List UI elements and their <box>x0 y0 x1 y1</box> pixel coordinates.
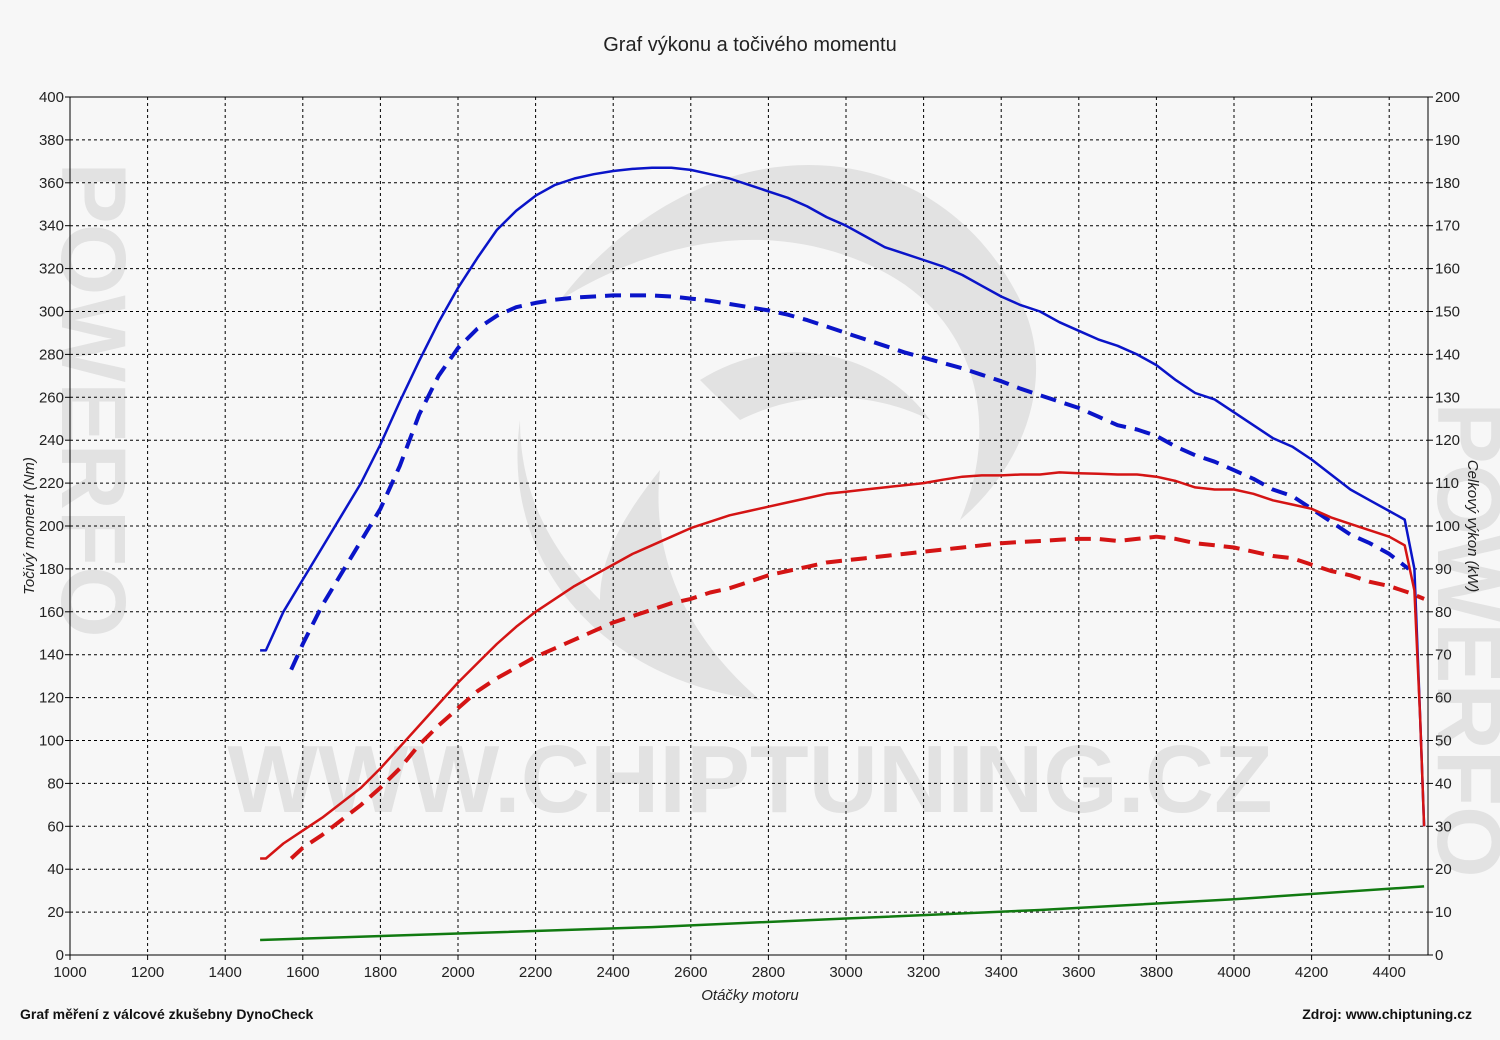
y-left-tick-label: 200 <box>39 518 64 535</box>
x-tick-label: 1200 <box>131 964 164 981</box>
x-tick-label: 4400 <box>1373 964 1406 981</box>
y-left-tick-label: 220 <box>39 475 64 492</box>
y-left-tick-label: 300 <box>39 304 64 321</box>
y-left-tick-label: 20 <box>47 904 64 921</box>
watermark-side-left: POWERFO <box>42 162 144 637</box>
x-tick-label: 3400 <box>985 964 1018 981</box>
y-left-tick-label: 40 <box>47 861 64 878</box>
y-left-tick-label: 140 <box>39 647 64 664</box>
torque-stock-line <box>289 293 1410 671</box>
chart-title: Graf výkonu a točivého momentu <box>603 34 896 56</box>
y-left-tick-label: 60 <box>47 818 64 835</box>
y-left-tick-label: 280 <box>39 346 64 363</box>
x-tick-label: 2800 <box>752 964 785 981</box>
x-tick-label: 1400 <box>209 964 242 981</box>
x-tick-label: 3800 <box>1140 964 1173 981</box>
footer-left-caption: Graf měření z válcové zkušebny DynoCheck <box>20 1006 314 1022</box>
y-right-tick-label: 160 <box>1435 261 1460 278</box>
x-tick-label: 2000 <box>441 964 474 981</box>
y-right-tick-label: 120 <box>1435 432 1460 449</box>
y-left-tick-label: 120 <box>39 690 64 707</box>
y-right-tick-label: 170 <box>1435 218 1460 235</box>
y-axis-label-left: Točivý moment (Nm) <box>21 457 38 595</box>
y-right-tick-label: 90 <box>1435 561 1452 578</box>
grid <box>70 97 1428 955</box>
y-right-tick-label: 10 <box>1435 904 1452 921</box>
y-right-tick-label: 150 <box>1435 304 1460 321</box>
watermark-side-right: POWERFO <box>1418 402 1500 877</box>
watermark-swirl-bottom <box>517 420 760 700</box>
watermark: WWW.CHIPTUNING.CZ POWERFO POWERFO <box>42 162 1500 877</box>
y-right-tick-label: 140 <box>1435 346 1460 363</box>
y-right-tick-label: 60 <box>1435 690 1452 707</box>
y-right-tick-label: 180 <box>1435 175 1460 192</box>
y-right-tick-label: 190 <box>1435 132 1460 149</box>
y-left-tick-label: 340 <box>39 218 64 235</box>
x-tick-label: 1600 <box>286 964 319 981</box>
power-tuned-line <box>260 471 1426 860</box>
axes: 1000 1200 1400 1600 1800 2000 2200 2400 2600 2800… <box>39 89 1460 981</box>
y-axis-label-right: Celkový výkon (kW) <box>1464 460 1481 593</box>
x-tick-label: 2200 <box>519 964 552 981</box>
footer-source: Zdroj: www.chiptuning.cz <box>1302 1006 1472 1022</box>
watermark-url: WWW.CHIPTUNING.CZ <box>227 726 1272 833</box>
x-tick-label: 4200 <box>1295 964 1328 981</box>
x-tick-label: 3200 <box>907 964 940 981</box>
y-left-tick-label: 240 <box>39 432 64 449</box>
y-right-tick-label: 30 <box>1435 818 1452 835</box>
watermark-logo <box>517 165 1037 700</box>
x-tick-label: 2400 <box>597 964 630 981</box>
x-tick-label: 1000 <box>53 964 86 981</box>
y-left-tick-label: 260 <box>39 389 64 406</box>
y-right-tick-label: 80 <box>1435 604 1452 621</box>
y-left-tick-label: 100 <box>39 733 64 750</box>
x-tick-label: 4000 <box>1217 964 1250 981</box>
y-right-tick-label: 70 <box>1435 647 1452 664</box>
torque-tuned-line <box>260 166 1426 827</box>
loss-line <box>260 885 1425 942</box>
x-axis-label: Otáčky motoru <box>701 987 799 1004</box>
y-right-tick-label: 100 <box>1435 518 1460 535</box>
y-left-tick-label: 380 <box>39 132 64 149</box>
y-left-tick-label: 160 <box>39 604 64 621</box>
y-left-tick-label: 80 <box>47 775 64 792</box>
y-right-tick-label: 20 <box>1435 861 1452 878</box>
y-right-tick-label: 0 <box>1435 947 1443 964</box>
x-tick-label: 2600 <box>674 964 707 981</box>
y-right-tick-label: 130 <box>1435 389 1460 406</box>
power-stock-line <box>289 534 1425 860</box>
x-tick-label: 3600 <box>1062 964 1095 981</box>
y-left-tick-label: 320 <box>39 261 64 278</box>
series-group <box>260 166 1426 942</box>
y-left-tick-label: 0 <box>56 947 64 964</box>
watermark-swirl-top <box>560 165 1037 520</box>
y-right-tick-label: 40 <box>1435 775 1452 792</box>
y-right-tick-label: 110 <box>1435 475 1459 492</box>
y-left-tick-label: 400 <box>39 89 64 106</box>
x-tick-label: 1800 <box>364 964 397 981</box>
watermark-swirl-inner <box>700 352 930 420</box>
x-tick-label: 3000 <box>829 964 862 981</box>
y-right-tick-label: 200 <box>1435 89 1460 106</box>
y-left-tick-label: 180 <box>39 561 64 578</box>
y-right-tick-label: 50 <box>1435 733 1452 750</box>
y-left-tick-label: 360 <box>39 175 64 192</box>
